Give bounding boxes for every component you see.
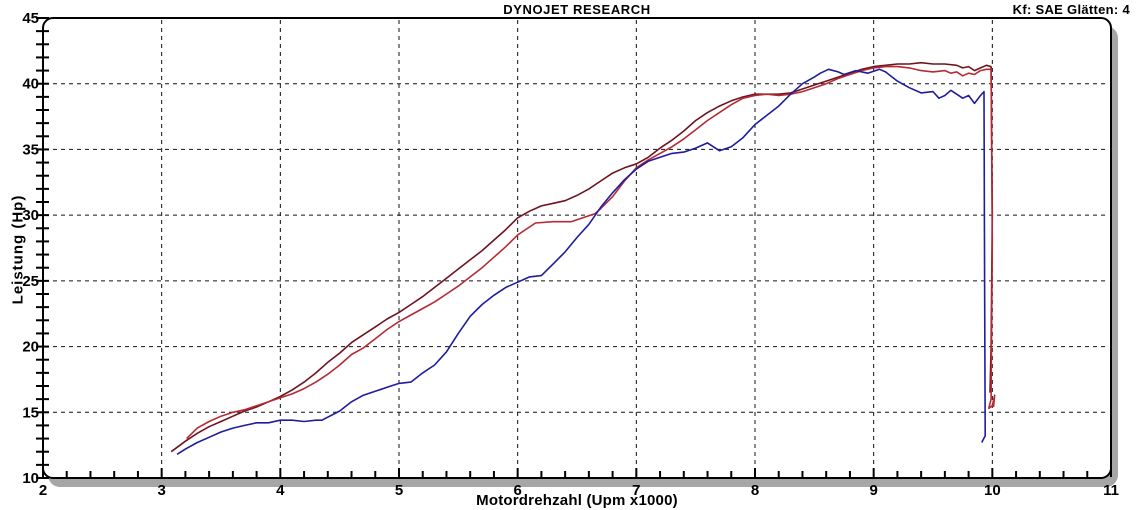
y-tick-label-45: 45 (22, 10, 39, 27)
x-tick-label-5: 5 (395, 482, 403, 499)
x-tick-label-8: 8 (751, 482, 759, 499)
series-red (186, 65, 996, 440)
x-tick-label-7: 7 (632, 482, 640, 499)
x-tick-label-6: 6 (513, 482, 521, 499)
x-tick-label-4: 4 (276, 482, 285, 499)
y-tick-label-20: 20 (22, 339, 39, 356)
y-tick-label-30: 30 (22, 207, 39, 224)
x-tick-label-10: 10 (984, 482, 1001, 499)
x-axis-title: Motordrehzahl (Upm x1000) (476, 492, 678, 509)
chart-title: DYNOJET RESEARCH (503, 2, 651, 17)
y-tick-label-15: 15 (22, 404, 39, 421)
y-axis-title: Leistung (Hp) (9, 194, 27, 305)
smoothing-settings-label: Kf: SAE Glätten: 4 (1012, 2, 1130, 17)
y-tick-label-40: 40 (22, 76, 39, 93)
y-tick-label-10: 10 (22, 470, 39, 487)
x-tick-label-9: 9 (869, 482, 877, 499)
x-tick-label-3: 3 (157, 482, 165, 499)
y-tick-label-35: 35 (22, 141, 39, 158)
x-tick-label-11: 11 (1103, 482, 1119, 499)
series-dark-red (170, 61, 994, 453)
series-blue (176, 68, 987, 455)
x-tick-label-2: 2 (39, 482, 47, 499)
plot-frame (42, 17, 1112, 479)
y-tick-label-25: 25 (22, 273, 39, 290)
